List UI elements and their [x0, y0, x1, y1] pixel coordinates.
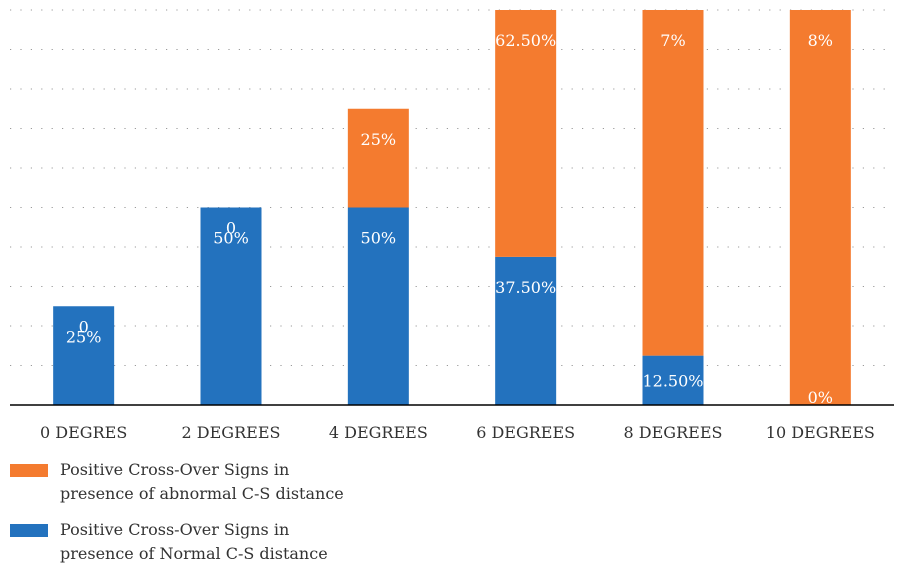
bar-normal: [53, 306, 115, 405]
data-label: 50%: [361, 229, 397, 248]
legend-item-normal: Positive Cross-Over Signs in presence of…: [10, 518, 360, 578]
legend-label-abnormal: Positive Cross-Over Signs in presence of…: [60, 460, 344, 503]
legend-swatch-abnormal: [10, 464, 48, 477]
legend: Positive Cross-Over Signs in presence of…: [10, 458, 360, 578]
data-label: 37.50%: [495, 278, 556, 297]
data-label: 12.50%: [642, 371, 703, 390]
data-label: 50%: [213, 229, 249, 248]
bar-abnormal: [347, 108, 409, 208]
bar-normal: [347, 207, 409, 405]
x-tick-label: 0 DEGRES: [40, 423, 127, 440]
x-tick-label: 8 DEGREES: [624, 423, 723, 440]
data-label: 0%: [808, 388, 833, 407]
x-tick-labels: 0 DEGRES 2 DEGREES 4 DEGREES 6 DEGREES 8 DEG…: [40, 423, 875, 440]
bars: [53, 10, 851, 405]
data-label: 8%: [808, 31, 833, 50]
bar-abnormal: [642, 10, 704, 356]
bar-normal: [642, 355, 704, 405]
gridlines: [10, 9, 894, 366]
bar-normal: [200, 207, 262, 405]
data-label: 25%: [66, 327, 102, 346]
data-labels: 25%050%050%25%37.50%62.50%12.50%7%0%8%: [66, 31, 833, 407]
x-tick-label: 4 DEGREES: [329, 423, 428, 440]
data-label: 62.50%: [495, 31, 556, 50]
x-tick-label: 6 DEGREES: [476, 423, 575, 440]
legend-item-abnormal: Positive Cross-Over Signs in presence of…: [10, 458, 360, 518]
x-tick-label: 10 DEGREES: [766, 423, 875, 440]
data-label: 0: [226, 219, 236, 238]
bar-abnormal: [789, 10, 851, 405]
data-label: 25%: [361, 130, 397, 149]
bar-abnormal: [495, 10, 557, 257]
legend-swatch-normal: [10, 524, 48, 537]
stacked-bar-chart: 25%050%050%25%37.50%62.50%12.50%7%0%8% 0…: [10, 9, 894, 440]
legend-label-normal: Positive Cross-Over Signs in presence of…: [60, 520, 328, 563]
x-tick-label: 2 DEGREES: [182, 423, 281, 440]
data-label: 0: [79, 317, 89, 336]
data-label: 7%: [660, 31, 685, 50]
bar-normal: [495, 256, 557, 405]
